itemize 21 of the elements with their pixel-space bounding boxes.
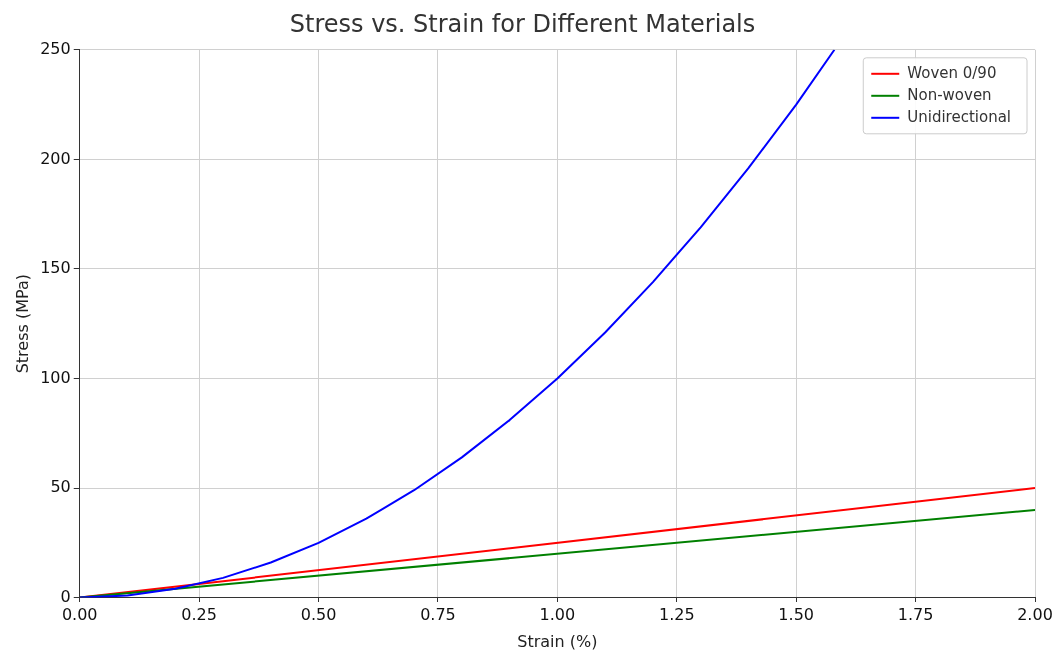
- chart-title: Stress vs. Strain for Different Materials: [289, 9, 756, 38]
- legend-label: Unidirectional: [907, 107, 1011, 126]
- y-tick-label: 200: [40, 148, 71, 168]
- y-tick-label: 0: [60, 586, 71, 606]
- x-tick-label: 0.50: [300, 605, 337, 625]
- y-tick-label: 150: [40, 258, 71, 278]
- x-axis-title: Strain (%): [517, 631, 598, 651]
- y-tick-label: 50: [50, 477, 71, 497]
- x-tick-label: 0.00: [61, 605, 98, 625]
- x-tick-label: 0.25: [181, 605, 217, 625]
- x-tick-label: 1.00: [539, 605, 576, 625]
- x-tick-label: 1.75: [897, 605, 934, 625]
- y-tick-label: 100: [40, 367, 71, 387]
- x-tick-label: 1.50: [778, 605, 814, 625]
- y-axis-title: Stress (MPa): [12, 274, 32, 374]
- legend-label: Non-woven: [907, 85, 992, 104]
- legend-label: Woven 0/90: [907, 63, 997, 82]
- y-tick-label: 250: [40, 38, 71, 58]
- x-tick-label: 2.00: [1017, 605, 1053, 625]
- x-tick-label: 1.25: [658, 605, 695, 625]
- x-tick-label: 0.75: [420, 605, 456, 625]
